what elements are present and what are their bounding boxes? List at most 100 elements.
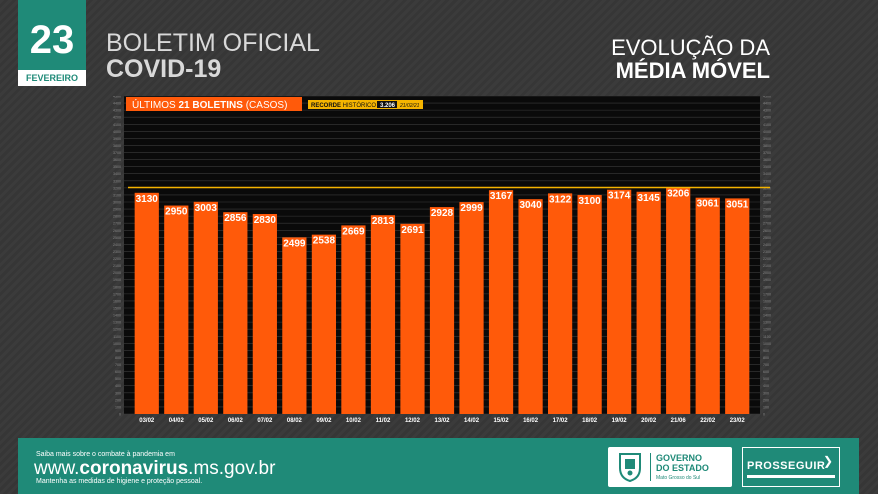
y-tick-label: 300 (115, 391, 121, 395)
y-tick-label: 4100 (113, 123, 121, 127)
bar (459, 202, 484, 414)
x-tick-label: 05/02 (198, 418, 214, 424)
y-tick-label: 2200 (763, 257, 771, 261)
y-tick-label: 3300 (763, 179, 771, 183)
bar (695, 197, 720, 414)
y-tick-label: 1200 (763, 328, 771, 332)
y-tick-label: 3200 (763, 186, 771, 190)
x-tick-label: 12/02 (405, 418, 421, 424)
y-tick-label: 800 (763, 356, 769, 360)
bar (282, 237, 307, 414)
y-tick-label: 3400 (763, 172, 771, 176)
record-date: 21/02/21 (399, 103, 420, 109)
y-tick-label: 2600 (763, 229, 771, 233)
bar (164, 205, 189, 414)
bar (134, 192, 159, 414)
x-tick-label: 16/02 (523, 418, 539, 424)
y-tick-label: 200 (115, 398, 121, 402)
bars (134, 187, 750, 414)
y-tick-label: 1600 (763, 299, 771, 303)
data-label: 3051 (726, 199, 749, 210)
y-tick-label: 2300 (113, 250, 121, 254)
y-tick-label: 1000 (113, 342, 121, 346)
data-label: 3130 (136, 194, 159, 205)
y-tick-label: 3600 (113, 158, 121, 162)
bar (370, 215, 396, 414)
y-tick-label: 4200 (763, 116, 771, 120)
y-tick-label: 1700 (763, 292, 771, 296)
y-tick-label: 3800 (113, 144, 121, 148)
x-tick-label: 14/02 (464, 418, 480, 424)
y-tick-label: 1300 (113, 321, 121, 325)
y-tick-label: 400 (763, 384, 769, 388)
data-label: 3003 (195, 203, 218, 214)
data-label: 2813 (372, 216, 395, 227)
data-label: 3167 (490, 191, 513, 202)
legend: ÚLTIMOS 21 BOLETINS (CASOS) RECORDE HIST… (126, 97, 423, 111)
y-tick-label: 1100 (113, 335, 121, 339)
data-label: 2499 (283, 238, 306, 249)
y-tick-label: 3400 (113, 172, 121, 176)
x-tick-label: 06/02 (228, 418, 244, 424)
y-tick-label: 100 (115, 405, 121, 409)
y-tick-label: 0 (119, 413, 121, 417)
bar (636, 191, 661, 414)
y-tick-label: 2800 (763, 215, 771, 219)
bulletin-line1: BOLETIM OFICIAL (106, 29, 320, 57)
evolution-line1: EVOLUÇÃO DA (611, 35, 770, 60)
y-tick-label: 2500 (113, 236, 121, 240)
bar (429, 207, 455, 414)
x-tick-label: 04/02 (169, 418, 185, 424)
data-label: 3100 (578, 196, 601, 207)
y-tick-label: 2400 (763, 243, 771, 247)
bar (666, 187, 691, 414)
data-label: 3174 (608, 191, 631, 202)
footer-url[interactable]: www.coronavirus.ms.gov.br (34, 458, 276, 479)
prosseguir-logo: ❯ PROSSEGUIR (742, 447, 840, 487)
y-tick-label: 4400 (113, 102, 121, 106)
y-tick-label: 2300 (763, 250, 771, 254)
y-tick-label: 3300 (113, 179, 121, 183)
bar (607, 189, 632, 414)
y-tick-label: 600 (115, 370, 121, 374)
x-tick-label: 11/02 (376, 418, 391, 424)
x-tick-label: 17/02 (553, 418, 569, 424)
y-tick-label: 1500 (763, 307, 771, 311)
y-tick-label: 0 (763, 413, 765, 417)
y-tick-label: 3100 (113, 193, 121, 197)
bar (341, 225, 366, 414)
y-tick-label: 1200 (113, 328, 121, 332)
evolution-title: EVOLUÇÃO DA MÉDIA MÓVEL (611, 36, 770, 82)
y-tick-label: 100 (763, 405, 769, 409)
bar (223, 212, 248, 414)
data-label: 3122 (549, 194, 572, 205)
gov-line1: GOVERNO (656, 453, 703, 463)
x-tick-label: 09/02 (316, 418, 332, 424)
y-tick-label: 1300 (763, 321, 771, 325)
y-tick-label: 3700 (763, 151, 771, 155)
data-label: 2538 (313, 236, 336, 247)
y-tick-label: 2800 (113, 215, 121, 219)
y-tick-label: 3500 (763, 165, 771, 169)
data-label: 3061 (697, 199, 720, 210)
bar (488, 190, 514, 414)
data-label: 3206 (667, 188, 690, 199)
y-tick-label: 2900 (763, 208, 771, 212)
y-tick-label: 900 (763, 349, 769, 353)
y-tick-label: 3200 (113, 186, 121, 190)
footer-care: Mantenha as medidas de higiene e proteçã… (36, 478, 203, 485)
x-tick-label: 18/02 (582, 418, 598, 424)
bar (311, 234, 337, 414)
y-tick-label: 400 (115, 384, 121, 388)
y-tick-label: 1400 (113, 314, 121, 318)
moving-average-chart: 0100200300400500600700800900100011001200… (113, 96, 771, 424)
y-tick-label: 2100 (113, 264, 121, 268)
data-label: 2669 (342, 226, 365, 237)
y-tick-label: 4500 (763, 96, 771, 99)
data-label: 3040 (519, 200, 542, 211)
bar (193, 201, 218, 414)
y-tick-label: 3800 (763, 144, 771, 148)
y-tick-label: 4000 (763, 130, 771, 134)
chevron-right-icon: ❯ (822, 454, 833, 468)
bar (252, 214, 277, 414)
